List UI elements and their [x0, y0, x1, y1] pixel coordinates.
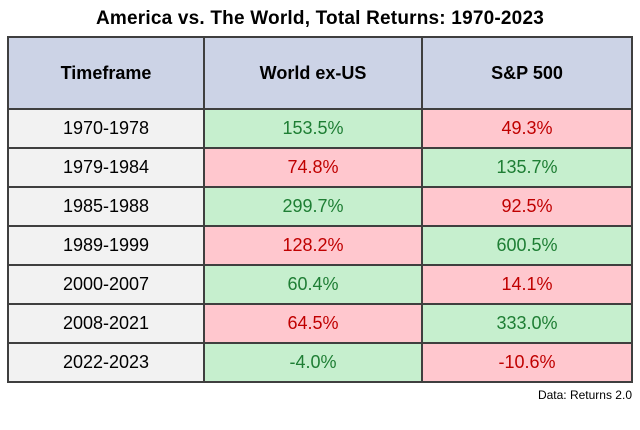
world-ex-us-cell: 128.2% — [203, 225, 423, 266]
timeframe-cell: 2008-2021 — [7, 303, 205, 344]
world-ex-us-cell: -4.0% — [203, 342, 423, 383]
world-ex-us-cell: 64.5% — [203, 303, 423, 344]
table-row: 1985-1988 299.7% 92.5% — [7, 186, 633, 227]
returns-table: Timeframe World ex-US S&P 500 1970-1978 … — [7, 36, 633, 383]
sp500-cell: 92.5% — [421, 186, 633, 227]
world-ex-us-cell: 299.7% — [203, 186, 423, 227]
table-row: 2022-2023 -4.0% -10.6% — [7, 342, 633, 383]
world-ex-us-cell: 60.4% — [203, 264, 423, 305]
table-row: 1989-1999 128.2% 600.5% — [7, 225, 633, 266]
header-timeframe: Timeframe — [7, 36, 205, 110]
sp500-cell: -10.6% — [421, 342, 633, 383]
timeframe-cell: 2022-2023 — [7, 342, 205, 383]
header-world-ex-us: World ex-US — [203, 36, 423, 110]
header-row: Timeframe World ex-US S&P 500 — [7, 36, 633, 110]
sp500-cell: 135.7% — [421, 147, 633, 188]
world-ex-us-cell: 74.8% — [203, 147, 423, 188]
sp500-cell: 333.0% — [421, 303, 633, 344]
timeframe-cell: 1970-1978 — [7, 108, 205, 149]
timeframe-cell: 1985-1988 — [7, 186, 205, 227]
header-sp500: S&P 500 — [421, 36, 633, 110]
timeframe-cell: 2000-2007 — [7, 264, 205, 305]
table-row: 1979-1984 74.8% 135.7% — [7, 147, 633, 188]
sp500-cell: 600.5% — [421, 225, 633, 266]
sp500-cell: 14.1% — [421, 264, 633, 305]
table-row: 2000-2007 60.4% 14.1% — [7, 264, 633, 305]
footer-source: Data: Returns 2.0 — [537, 388, 632, 402]
timeframe-cell: 1989-1999 — [7, 225, 205, 266]
timeframe-cell: 1979-1984 — [7, 147, 205, 188]
page-title: America vs. The World, Total Returns: 19… — [96, 8, 544, 29]
table-row: 2008-2021 64.5% 333.0% — [7, 303, 633, 344]
table-row: 1970-1978 153.5% 49.3% — [7, 108, 633, 149]
sp500-cell: 49.3% — [421, 108, 633, 149]
world-ex-us-cell: 153.5% — [203, 108, 423, 149]
